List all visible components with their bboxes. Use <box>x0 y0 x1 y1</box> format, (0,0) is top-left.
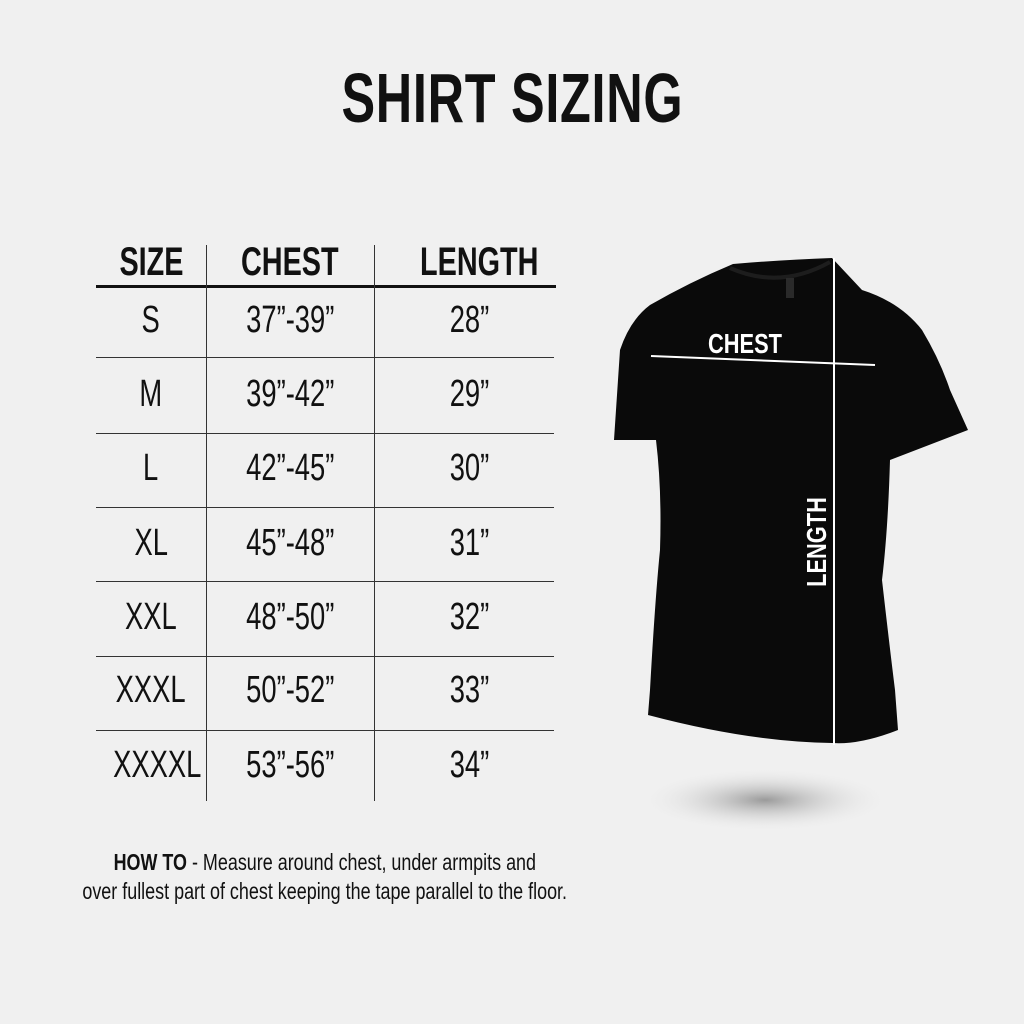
row-divider <box>96 433 554 434</box>
size-cell: XXL <box>125 596 177 638</box>
chest-label: CHEST <box>708 328 783 359</box>
size-cell: XXXXL <box>113 744 202 786</box>
row-divider <box>96 357 554 358</box>
how-to-note: HOW TO - Measure around chest, under arm… <box>82 849 568 904</box>
row-divider <box>96 656 554 657</box>
chest-cell: 39”-42” <box>245 373 335 415</box>
shirt-shadow <box>640 768 890 832</box>
note-label: HOW TO <box>113 849 188 875</box>
chest-cell: 48”-50” <box>245 596 335 638</box>
chest-cell: 53”-56” <box>245 744 335 786</box>
header-length: LENGTH <box>419 240 539 284</box>
length-label: LENGTH <box>801 497 832 587</box>
shirt-icon <box>614 258 968 744</box>
length-cell: 30” <box>449 447 489 489</box>
size-cell: XL <box>134 522 168 564</box>
length-cell: 34” <box>449 744 489 786</box>
header-chest: CHEST <box>241 240 339 284</box>
column-divider <box>374 245 375 801</box>
page-title: SHIRT SIZING <box>341 59 683 137</box>
chest-cell: 45”-48” <box>245 522 335 564</box>
length-cell: 29” <box>449 373 489 415</box>
row-divider <box>96 507 554 508</box>
length-cell: 33” <box>449 669 489 711</box>
column-divider <box>206 245 207 801</box>
row-divider <box>96 730 554 731</box>
size-cell: S <box>141 299 161 341</box>
row-divider <box>96 581 554 582</box>
header-divider <box>96 285 556 288</box>
chest-cell: 50”-52” <box>245 669 335 711</box>
chest-cell: 42”-45” <box>245 447 335 489</box>
length-cell: 32” <box>449 596 489 638</box>
size-cell: M <box>139 373 163 415</box>
size-cell: XXXL <box>116 669 186 711</box>
shirt-diagram: CHEST LENGTH <box>614 258 968 832</box>
length-cell: 28” <box>449 299 489 341</box>
chest-cell: 37”-39” <box>245 299 335 341</box>
length-cell: 31” <box>449 522 489 564</box>
header-size: SIZE <box>118 240 184 284</box>
chest-measure-line <box>650 355 876 366</box>
size-cell: L <box>143 447 159 489</box>
